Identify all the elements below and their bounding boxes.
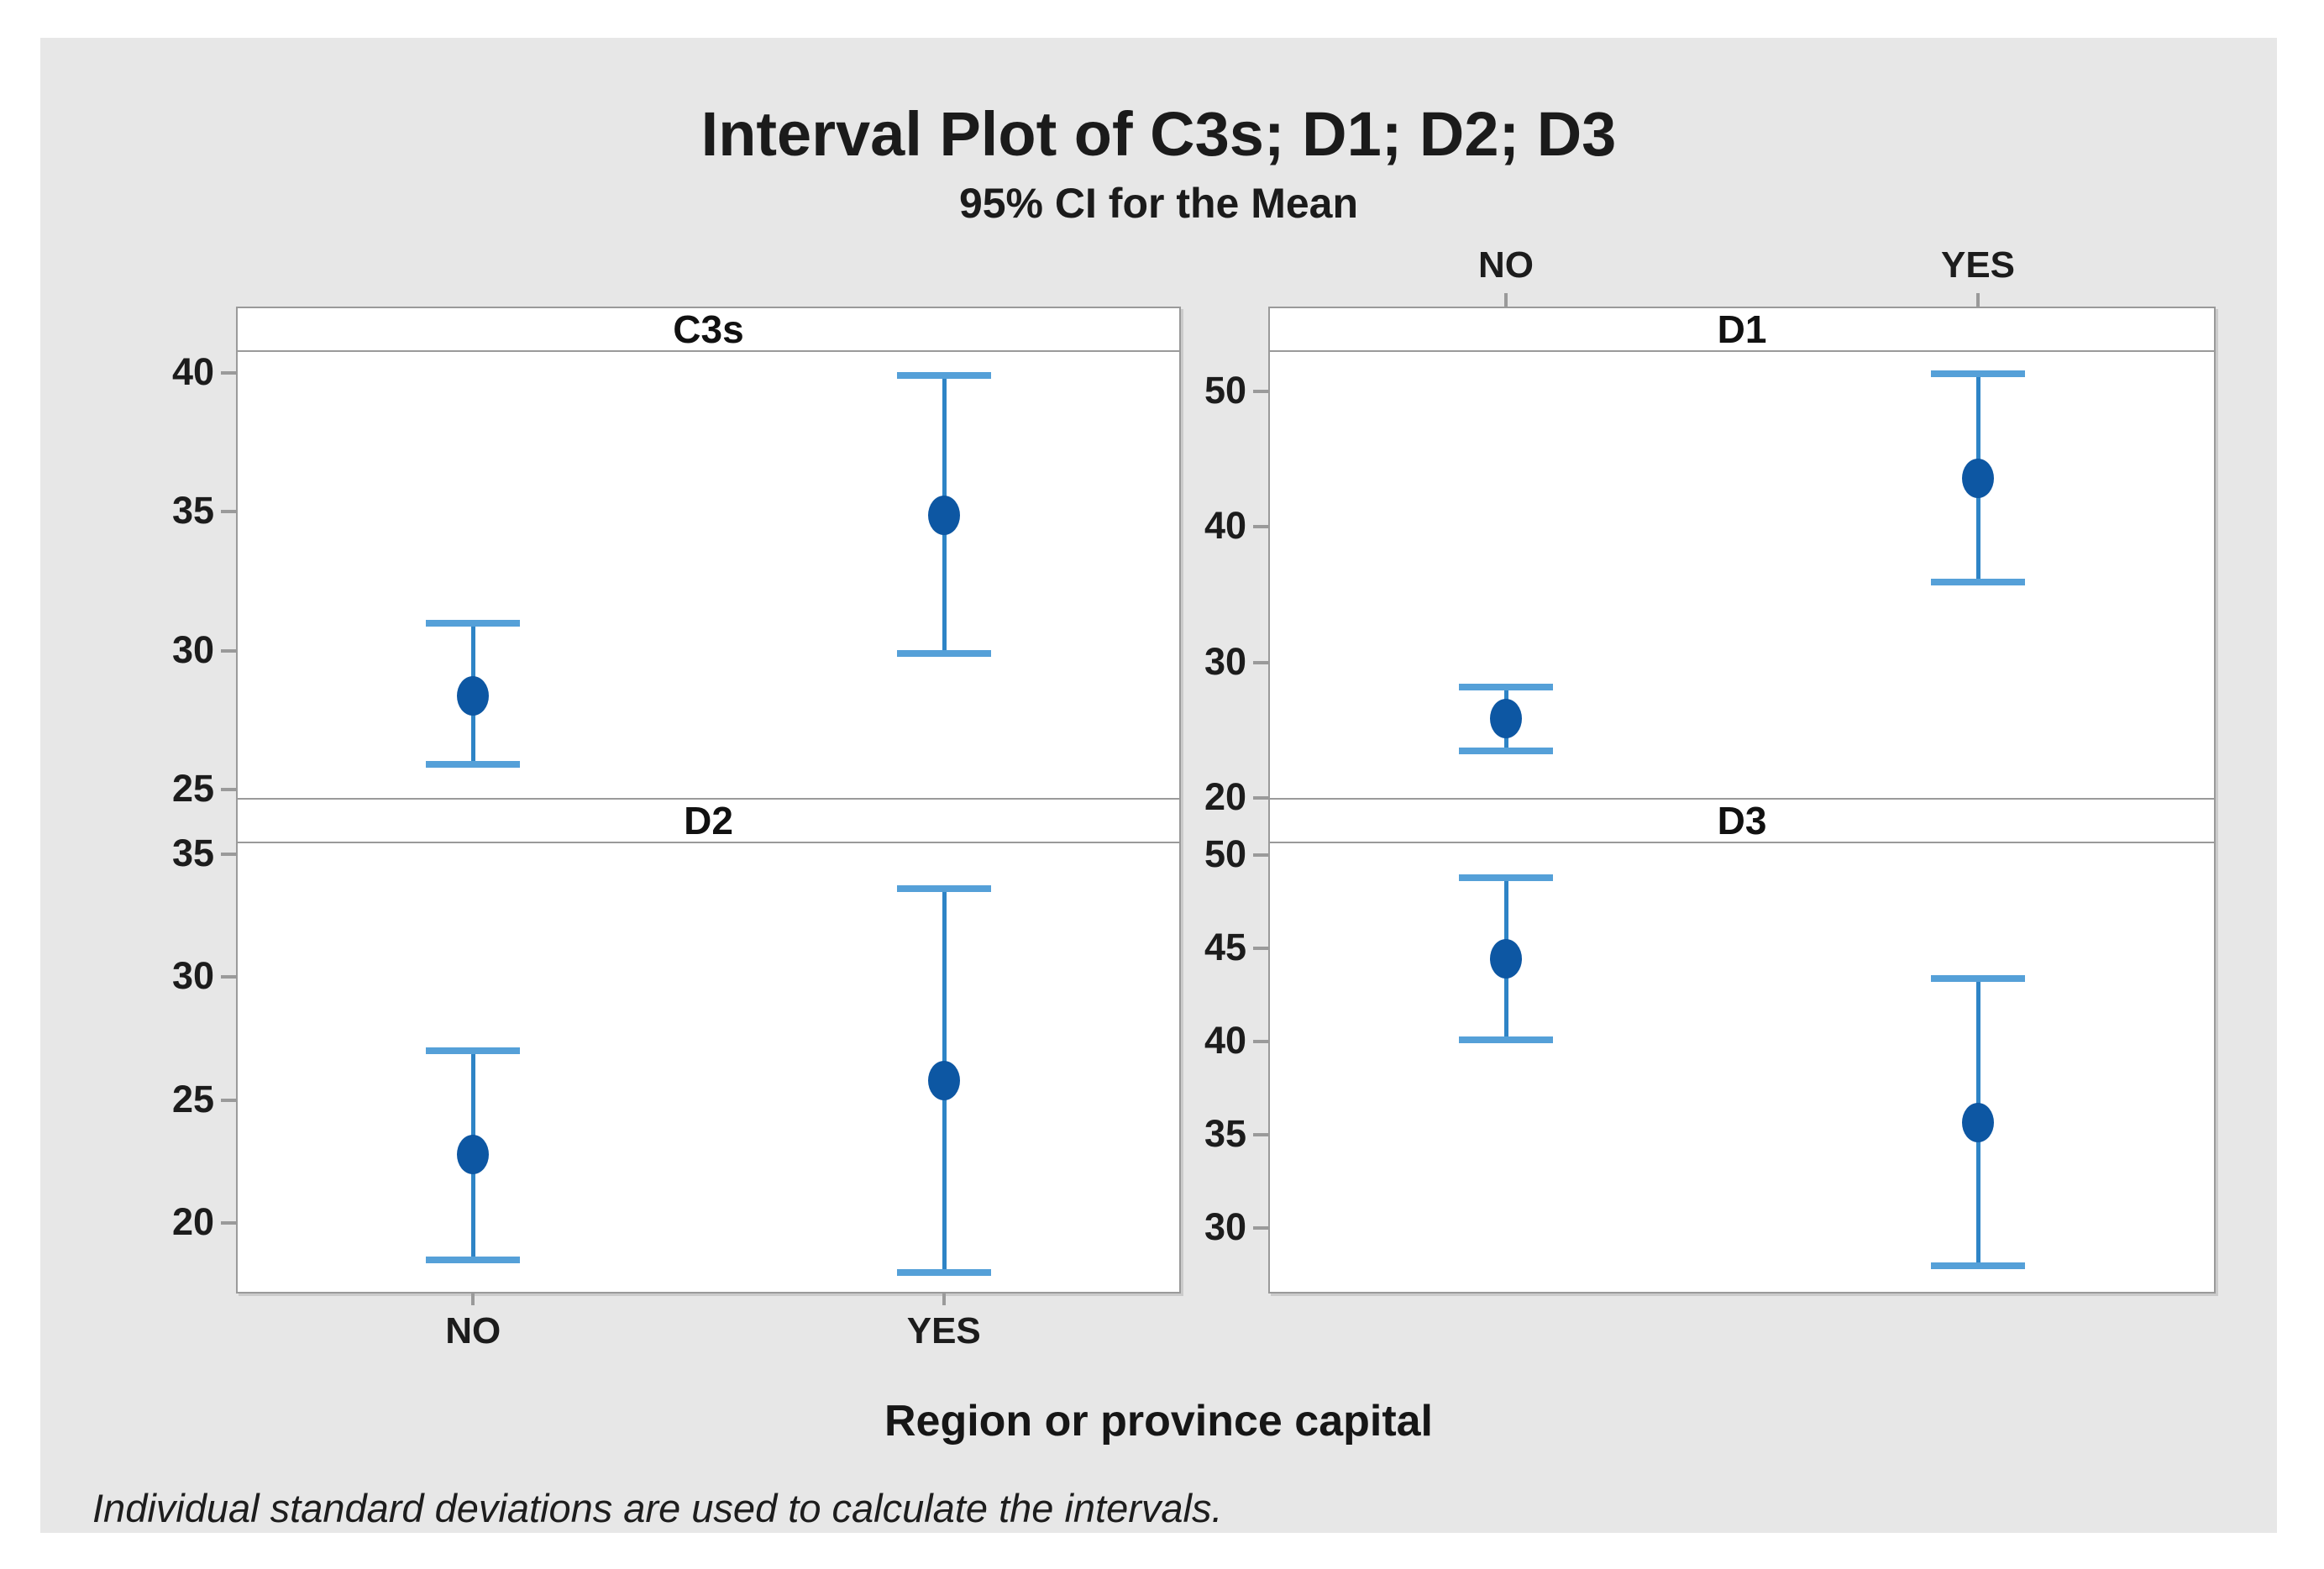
y-tick-label: 25 bbox=[171, 767, 214, 811]
y-tick-label: 40 bbox=[171, 349, 214, 393]
panel-plot-D2: 20 25 30 35 bbox=[172, 832, 1179, 1292]
ci-cap-upper bbox=[1931, 370, 2025, 377]
panel-header-D2: D2 bbox=[238, 798, 1179, 843]
y-tick-label: 25 bbox=[171, 1077, 214, 1120]
y-tick-label: 30 bbox=[1204, 1205, 1246, 1249]
ci-cap-lower bbox=[1459, 747, 1553, 754]
y-tick-label: 50 bbox=[1204, 832, 1246, 876]
y-tick bbox=[221, 648, 236, 653]
y-tick bbox=[1253, 1040, 1268, 1044]
y-tick-label: 20 bbox=[171, 1200, 214, 1244]
y-tick-label: 45 bbox=[1204, 926, 1246, 969]
y-tick bbox=[1253, 525, 1268, 529]
ci-cap-upper bbox=[1459, 874, 1553, 882]
mean-marker bbox=[1962, 459, 1994, 499]
x-tick bbox=[1976, 293, 1980, 307]
x-tick bbox=[471, 1292, 475, 1305]
ci-cap-lower bbox=[1931, 579, 2025, 586]
panel-column-left: C3s 25 30 35 40 D2 20 25 30 35 NO YES bbox=[172, 307, 1181, 1351]
mean-marker bbox=[1490, 698, 1522, 738]
y-tick bbox=[1253, 389, 1268, 393]
ci-cap-lower bbox=[1459, 1036, 1553, 1044]
x-tick bbox=[942, 1292, 946, 1305]
y-tick bbox=[1253, 853, 1268, 858]
y-tick bbox=[221, 1098, 236, 1102]
ci-cap-lower bbox=[896, 1268, 991, 1276]
chart-subtitle: 95% CI for the Mean bbox=[958, 180, 1359, 227]
mean-marker bbox=[927, 495, 960, 535]
ci-cap-upper bbox=[1459, 683, 1553, 690]
ci-cap-upper bbox=[426, 619, 521, 627]
x-category-label: YES bbox=[906, 1310, 981, 1351]
y-tick-label: 30 bbox=[171, 627, 214, 671]
footnote: Individual standard deviations are used … bbox=[92, 1486, 1223, 1530]
y-tick bbox=[1253, 947, 1268, 951]
panel-plot-D3: 30 35 40 45 50 bbox=[1204, 832, 2214, 1292]
y-tick bbox=[1253, 1133, 1268, 1137]
y-tick-label: 30 bbox=[171, 954, 214, 998]
mean-marker bbox=[1490, 938, 1522, 979]
x-category-label: YES bbox=[1940, 244, 2016, 286]
ci-cap-upper bbox=[896, 372, 991, 380]
y-tick-label: 40 bbox=[1204, 1019, 1246, 1063]
interval-plot-figure: Interval Plot of C3s; D1; D2; D3 95% CI … bbox=[40, 38, 2277, 1533]
ci-cap-upper bbox=[896, 885, 991, 893]
x-axis-title: Region or province capital bbox=[884, 1397, 1434, 1446]
y-tick-label: 35 bbox=[171, 489, 214, 533]
ci-cap-lower bbox=[426, 761, 521, 769]
panel-header-D3: D3 bbox=[1270, 798, 2214, 843]
panel-plot-C3s: 25 30 35 40 bbox=[172, 350, 1179, 810]
panel-plot-D1: 20 30 40 50 bbox=[1204, 352, 2214, 818]
y-tick bbox=[1253, 1226, 1268, 1231]
ci-cap-upper bbox=[1931, 975, 2025, 982]
y-tick bbox=[1253, 660, 1268, 664]
y-tick bbox=[221, 853, 236, 857]
mean-marker bbox=[457, 1135, 490, 1175]
panel-column-right: D1 20 30 40 50 D3 30 35 40 45 50 NO YES bbox=[1204, 244, 2216, 1294]
mean-marker bbox=[927, 1061, 960, 1101]
y-tick-label: 35 bbox=[1204, 1112, 1246, 1156]
chart-title: Interval Plot of C3s; D1; D2; D3 bbox=[700, 99, 1617, 169]
y-tick-label: 20 bbox=[1204, 774, 1246, 818]
x-category-label: NO bbox=[445, 1310, 501, 1351]
x-category-label: NO bbox=[1478, 244, 1534, 286]
mean-marker bbox=[1962, 1102, 1994, 1142]
y-tick bbox=[221, 370, 236, 375]
mean-marker bbox=[457, 675, 490, 716]
y-tick-label: 40 bbox=[1204, 504, 1246, 548]
y-tick bbox=[221, 788, 236, 792]
y-tick-label: 35 bbox=[171, 832, 214, 875]
ci-cap-lower bbox=[1931, 1262, 2025, 1269]
x-tick bbox=[1504, 293, 1508, 307]
y-tick bbox=[221, 510, 236, 514]
y-tick-label: 50 bbox=[1204, 368, 1246, 412]
ci-cap-upper bbox=[426, 1047, 521, 1055]
ci-cap-lower bbox=[896, 649, 991, 657]
y-tick bbox=[221, 1221, 236, 1225]
panel-header-D1: D1 bbox=[1270, 307, 2214, 352]
y-tick bbox=[1253, 796, 1268, 800]
panel-header-C3s: C3s bbox=[238, 307, 1179, 352]
y-tick-label: 30 bbox=[1204, 639, 1246, 683]
ci-cap-lower bbox=[426, 1256, 521, 1263]
y-tick bbox=[221, 975, 236, 979]
